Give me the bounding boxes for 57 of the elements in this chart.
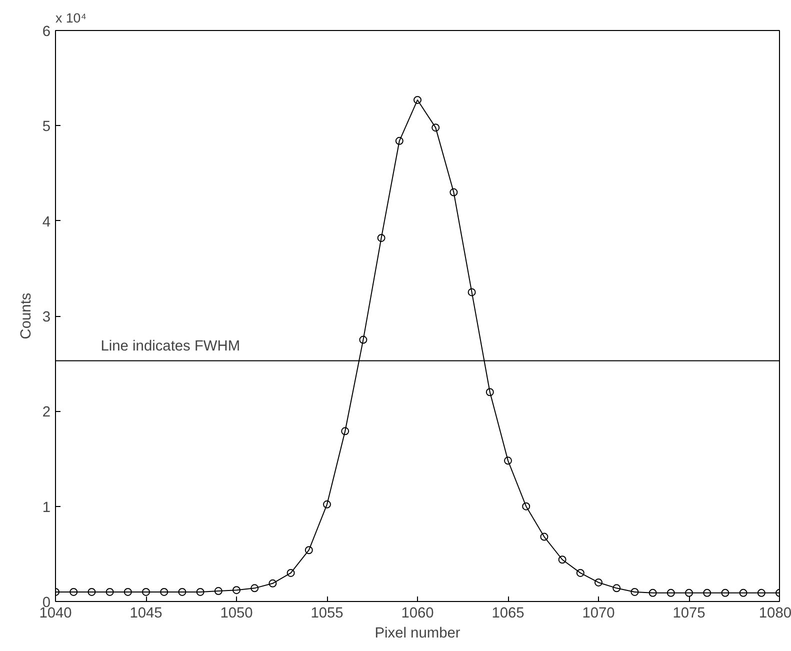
point	[576, 568, 584, 577]
x-tick-label: 1065	[492, 606, 524, 622]
x-axis-title: Pixel number	[374, 626, 460, 642]
point	[268, 579, 277, 588]
y-tick-label: 3	[42, 310, 51, 326]
point	[739, 588, 748, 597]
point	[685, 588, 693, 597]
point	[232, 586, 240, 594]
point	[250, 584, 259, 592]
y-tick-label: 2	[42, 404, 51, 421]
point	[558, 556, 566, 564]
y-tick-label: 1	[42, 500, 51, 516]
y-tick-label: 4	[42, 214, 51, 230]
point	[522, 502, 530, 510]
point	[88, 588, 96, 596]
point	[721, 588, 730, 597]
point	[468, 288, 476, 296]
point	[214, 587, 222, 596]
point	[594, 578, 602, 586]
x-tick-label: 1070	[582, 606, 615, 622]
point	[450, 188, 458, 196]
point	[323, 500, 331, 508]
y-axis-title: Counts	[18, 292, 34, 340]
point	[648, 588, 657, 597]
text: x 10⁴	[56, 10, 87, 26]
point	[142, 588, 150, 596]
point	[70, 588, 78, 596]
point	[377, 234, 386, 242]
point	[703, 588, 712, 597]
x-tick-label: 1045	[130, 606, 162, 622]
ref-line-label: Line indicates FWHM	[100, 338, 240, 355]
x-tick-label: 1055	[310, 606, 344, 622]
x-tick-label: 1075	[672, 606, 706, 622]
point	[160, 588, 168, 596]
point	[178, 588, 186, 596]
point	[341, 427, 350, 436]
point	[359, 336, 368, 344]
point	[630, 588, 639, 596]
point	[196, 588, 204, 596]
point	[304, 546, 313, 554]
point	[757, 588, 766, 597]
point	[666, 588, 675, 597]
point	[124, 588, 132, 596]
point	[395, 136, 404, 145]
point	[486, 388, 494, 396]
point	[432, 124, 440, 132]
y-tick-label: 6	[42, 24, 51, 40]
x-tick-label: 1060	[401, 606, 434, 622]
point	[414, 96, 422, 104]
point	[504, 456, 512, 465]
point	[106, 588, 114, 596]
point	[540, 532, 548, 541]
x-tick-label: 1080	[758, 606, 791, 622]
x-tick-label: 1050	[220, 606, 253, 622]
point	[286, 568, 295, 577]
y-tick-label: 5	[42, 119, 51, 136]
point	[612, 584, 621, 592]
